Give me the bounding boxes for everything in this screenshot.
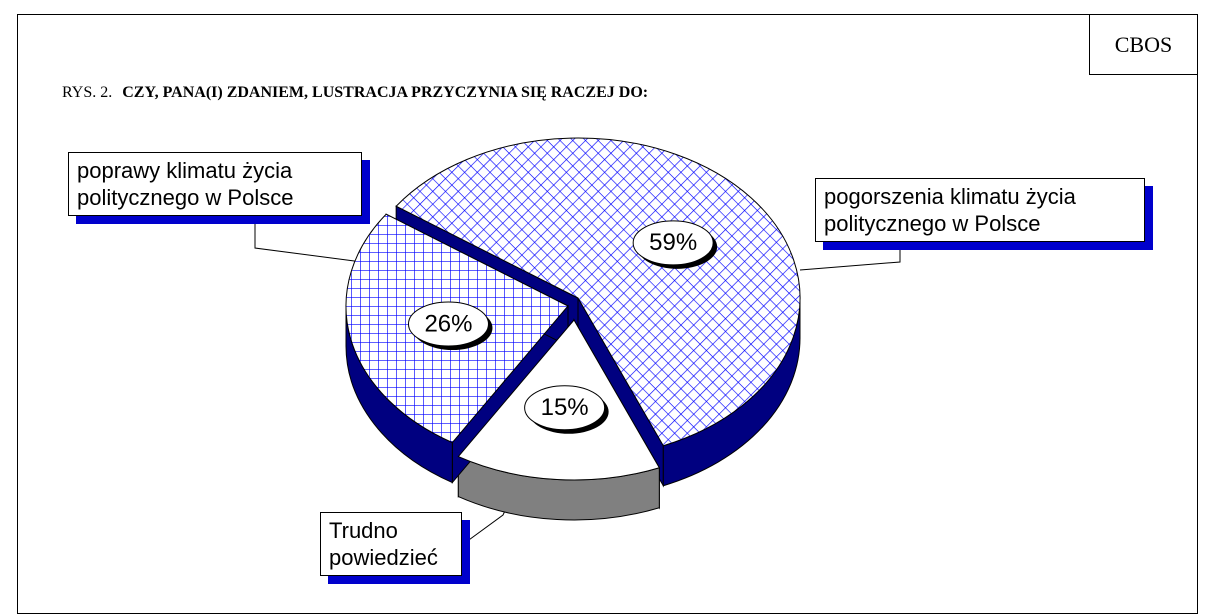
label-bubble [407, 301, 489, 347]
leader-line [799, 245, 901, 271]
slice [395, 137, 801, 447]
leader-line [254, 218, 363, 263]
label-bubble [524, 385, 606, 431]
pie: 59% 15% 26% [345, 137, 801, 521]
legend-box: pogorszenia klimatu życia politycznego w… [815, 178, 1145, 242]
legend-box: Trudno powiedzieć [320, 512, 462, 576]
chart-title: CZY, PANA(I) ZDANIEM, LUSTRACJA PRZYCZYN… [122, 84, 649, 101]
value-label: 59% [649, 229, 697, 256]
value-label: 15% [541, 394, 589, 421]
badge: CBOS [1089, 14, 1198, 75]
title-row: RYS. 2. CZY, PANA(I) ZDANIEM, LUSTRACJA P… [62, 84, 648, 102]
value-label: 26% [424, 310, 472, 337]
legend-box: poprawy klimatu życia politycznego w Pol… [68, 152, 362, 216]
label-bubble [632, 220, 714, 266]
page: CBOS RYS. 2. CZY, PANA(I) ZDANIEM, LUSTRA… [17, 14, 1198, 614]
chart: 59% 15% 26% [254, 137, 901, 546]
figure-prefix: RYS. 2. [62, 84, 113, 101]
